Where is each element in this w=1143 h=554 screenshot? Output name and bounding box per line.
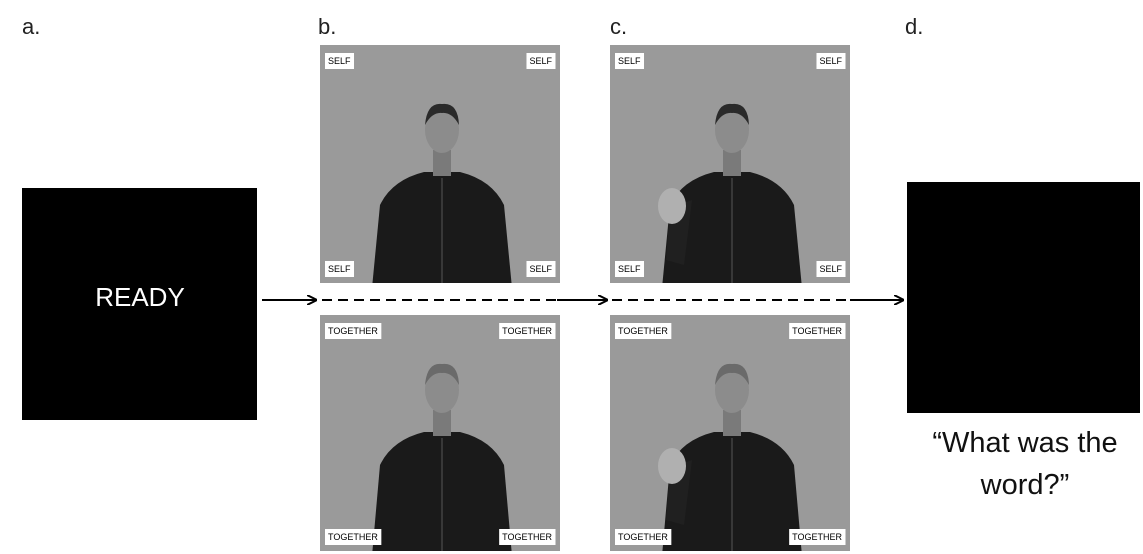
corner-label: TOGETHER [328, 326, 378, 336]
corner-label-box [816, 53, 846, 69]
video-frame: SELF SELF SELF SELF [610, 45, 850, 283]
corner-label-box [499, 529, 556, 545]
corner-label: TOGETHER [792, 532, 842, 542]
corner-label: TOGETHER [618, 532, 668, 542]
corner-label-box [816, 261, 846, 277]
corner-label-box [325, 323, 382, 339]
video-frame: SELF SELF SELF SELF [320, 45, 560, 283]
person [658, 363, 802, 551]
corner-label: TOGETHER [618, 326, 668, 336]
corner-label: SELF [819, 264, 842, 274]
corner-label-box [499, 323, 556, 339]
person [658, 103, 802, 283]
corner-label-box [325, 261, 355, 277]
panel-label: a. [22, 14, 40, 39]
head [715, 107, 749, 153]
panel-label: b. [318, 14, 336, 39]
person [372, 363, 512, 551]
corner-label-box [526, 261, 556, 277]
corner-label: SELF [819, 56, 842, 66]
head [715, 367, 749, 413]
hair [425, 363, 459, 385]
head [425, 367, 459, 413]
corner-label-box [789, 323, 846, 339]
corner-label: SELF [529, 56, 552, 66]
neck [433, 150, 451, 176]
corner-label-box [615, 261, 645, 277]
neck [433, 410, 451, 436]
caption-line: “What was the [932, 427, 1117, 459]
panel-label: d. [905, 14, 923, 39]
neck [723, 410, 741, 436]
hair [715, 363, 749, 385]
caption-line: word?” [980, 469, 1070, 501]
person [372, 103, 512, 283]
corner-label-box [789, 529, 846, 545]
corner-label-box [615, 529, 672, 545]
corner-label-box [615, 323, 672, 339]
neck [723, 150, 741, 176]
corner-label: TOGETHER [502, 326, 552, 336]
ready-text: READY [95, 282, 185, 312]
corner-label: SELF [618, 264, 641, 274]
ready-screen [22, 188, 257, 420]
corner-label: SELF [529, 264, 552, 274]
pointing-hand [658, 448, 686, 484]
panel-label: c. [610, 14, 627, 39]
corner-label: SELF [618, 56, 641, 66]
corner-label: SELF [328, 56, 351, 66]
video-frame: TOGETHER TOGETHER TOGETHER TOGETHER [610, 315, 850, 551]
head [425, 107, 459, 153]
hair [715, 103, 749, 125]
corner-label: TOGETHER [328, 532, 378, 542]
hair [425, 103, 459, 125]
corner-label-box [325, 529, 382, 545]
corner-label: TOGETHER [502, 532, 552, 542]
corner-label-box [526, 53, 556, 69]
video-frame: TOGETHER TOGETHER TOGETHER TOGETHER [320, 315, 560, 551]
response-screen [907, 182, 1140, 413]
pointing-hand [658, 188, 686, 224]
corner-label: SELF [328, 264, 351, 274]
corner-label-box [615, 53, 645, 69]
corner-label-box [325, 53, 355, 69]
corner-label: TOGETHER [792, 326, 842, 336]
